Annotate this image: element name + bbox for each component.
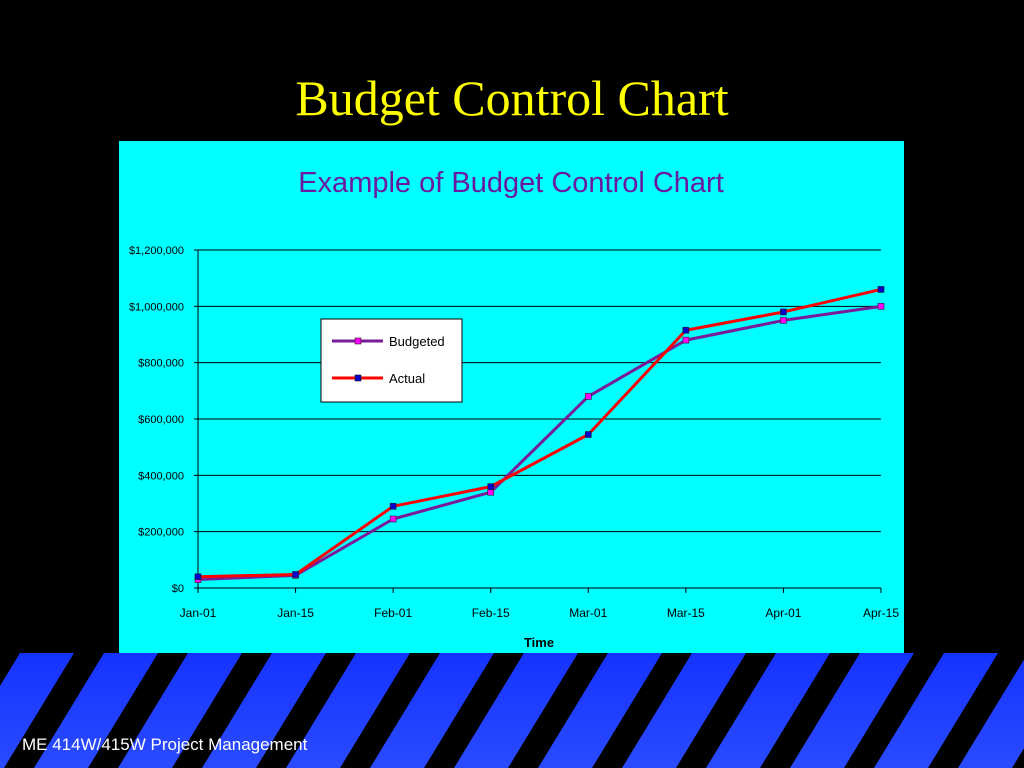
x-axis-label: Time [524,635,554,650]
data-point-actual [584,431,592,438]
budget-line-chart: Example of Budget Control Chart $0 $200,00… [129,167,899,650]
data-point-budgeted [682,336,690,344]
slide-title: Budget Control Chart [295,70,729,126]
footer-stripe [844,653,944,768]
footer-stripe [340,653,440,768]
footer-stripe [592,653,692,768]
y-tick-label: $1,000,000 [129,301,184,313]
chart-panel: Example of Budget Control Chart $0 $200,00… [119,141,904,657]
footer-stripe [508,653,608,768]
y-tick-label: $800,000 [138,358,184,370]
legend-marker-actual [354,374,362,382]
y-tick-label: $200,000 [138,527,184,539]
y-tick-label: $0 [172,583,184,595]
data-point-actual [877,286,885,293]
data-point-budgeted [389,515,397,523]
chart-title: Example of Budget Control Chart [298,167,724,199]
data-point-budgeted [780,317,787,324]
footer-stripe [424,653,524,768]
y-tick-label: $400,000 [138,470,184,482]
data-point-budgeted [877,303,885,310]
x-tick-label: Feb-01 [374,606,412,620]
x-tick-label: Mar-01 [569,606,607,620]
footer-stripe [760,653,860,768]
x-tick-label: Mar-15 [667,606,705,620]
data-point-budgeted [584,393,592,400]
y-tick-label: $1,200,000 [129,245,184,257]
x-tick-label: Jan-01 [180,606,217,620]
x-tick-label: Jan-15 [277,606,314,620]
legend-label-budgeted: Budgeted [389,334,445,349]
footer-stripe [676,653,776,768]
footer-stripe [88,653,188,768]
data-point-actual [194,573,202,581]
footer-course-label: ME 414W/415W Project Management [22,735,308,754]
footer-stripe [172,653,272,768]
series-line-actual [197,287,882,579]
x-tick-label: Apr-15 [863,606,899,620]
footer-stripes [0,653,1024,768]
legend-label-actual: Actual [389,371,425,386]
series-line-budgeted [197,304,882,582]
data-point-actual [487,483,495,490]
data-point-actual [682,326,690,334]
legend-box [320,318,463,403]
y-tick-label: $600,000 [138,414,184,426]
footer-stripe [4,653,104,768]
footer-stripe [1012,748,1024,768]
legend-marker-budgeted [354,337,362,345]
x-tick-label: Feb-15 [472,606,510,620]
footer-stripe [256,653,356,768]
data-point-budgeted [487,488,495,496]
data-point-actual [780,308,787,316]
data-point-actual [292,571,299,578]
x-tick-label: Apr-01 [765,606,801,620]
footer-stripe [928,653,1024,768]
footer-stripe-band [0,653,1024,768]
data-point-actual [389,503,397,510]
